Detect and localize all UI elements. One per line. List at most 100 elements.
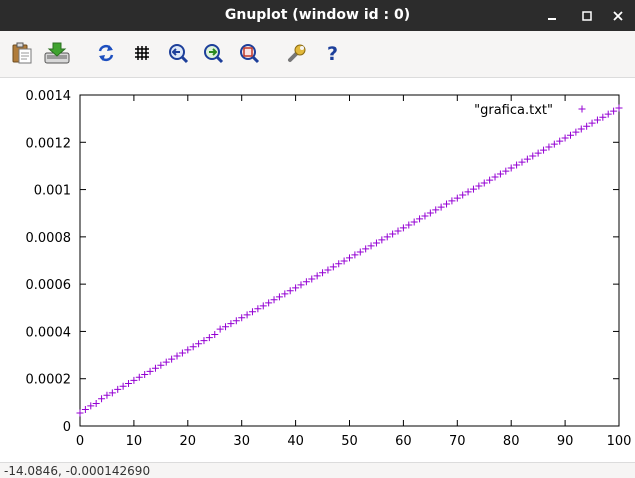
y-tick-label: 0.0002 — [26, 373, 72, 388]
title-bar: Gnuplot (window id : 0) — [0, 0, 635, 31]
y-tick-label: 0.0014 — [26, 89, 72, 104]
grid-button[interactable] — [129, 40, 155, 66]
data-point — [135, 373, 143, 381]
legend-marker — [578, 105, 586, 113]
x-tick-label: 20 — [180, 434, 197, 449]
settings-button[interactable] — [284, 40, 310, 66]
data-point — [604, 110, 612, 118]
replot-button[interactable] — [93, 40, 119, 66]
data-point — [146, 367, 154, 375]
data-point — [281, 290, 289, 298]
data-point — [550, 140, 558, 148]
x-tick-label: 70 — [449, 434, 466, 449]
data-point — [399, 224, 407, 232]
data-point — [583, 122, 591, 130]
data-point — [518, 158, 526, 166]
data-point — [480, 179, 488, 187]
close-button[interactable] — [606, 0, 630, 31]
data-point — [362, 245, 370, 253]
data-point — [610, 107, 618, 115]
data-point — [340, 257, 348, 265]
data-point — [270, 296, 278, 304]
y-tick-label: 0.001 — [34, 184, 71, 199]
close-icon — [613, 10, 623, 21]
data-point — [443, 200, 451, 208]
data-point — [81, 405, 89, 413]
y-tick-label: 0.0012 — [26, 136, 72, 151]
maximize-button[interactable] — [575, 0, 599, 31]
data-point — [448, 197, 456, 205]
data-point — [577, 125, 585, 133]
x-tick-label: 10 — [126, 434, 143, 449]
data-point — [98, 395, 106, 403]
data-point — [232, 317, 240, 325]
zoom-autoscale-icon — [240, 44, 260, 64]
data-point — [426, 209, 434, 217]
data-point — [265, 299, 273, 307]
clipboard-icon — [12, 42, 32, 64]
minimize-button[interactable] — [540, 0, 564, 31]
svg-text:?: ? — [327, 43, 338, 64]
data-point — [76, 409, 84, 417]
copy-to-clipboard-button[interactable] — [9, 40, 35, 66]
data-point — [496, 170, 504, 178]
data-point — [308, 275, 316, 283]
data-point — [599, 113, 607, 121]
data-point — [513, 161, 521, 169]
x-tick-label: 80 — [503, 434, 520, 449]
data-point — [351, 251, 359, 259]
data-point — [108, 389, 116, 397]
data-point — [507, 164, 515, 172]
y-tick-label: 0.0006 — [26, 278, 72, 293]
scatter-chart: 0 0.0002 0.0004 0.0006 0.0008 0.001 0.0012 0.00… — [26, 89, 632, 449]
toolbar: ? — [0, 31, 635, 78]
data-point — [405, 221, 413, 229]
wrench-icon — [288, 44, 306, 62]
mouse-coordinates: -14.0846, -0.000142690 — [4, 464, 151, 478]
previous-zoom-button[interactable] — [165, 40, 191, 66]
data-point — [297, 281, 305, 289]
data-point — [238, 314, 246, 322]
data-point — [151, 364, 159, 372]
data-point — [367, 242, 375, 250]
data-point — [523, 155, 531, 163]
data-point — [195, 340, 203, 348]
data-point — [453, 194, 461, 202]
data-point — [329, 263, 337, 271]
data-point — [119, 382, 127, 390]
zoom-previous-icon — [169, 44, 189, 64]
data-point — [588, 119, 596, 127]
x-tick-label: 60 — [395, 434, 412, 449]
legend-marker-plus — [578, 105, 586, 113]
plot-canvas[interactable]: 0 0.0002 0.0004 0.0006 0.0008 0.001 0.0012 0.00… — [0, 78, 635, 462]
maximize-icon — [582, 10, 592, 21]
data-point — [313, 272, 321, 280]
data-point — [184, 346, 192, 354]
x-tick-label: 90 — [557, 434, 574, 449]
data-point — [394, 227, 402, 235]
minimize-icon — [548, 17, 556, 20]
export-button[interactable] — [44, 40, 70, 66]
data-point — [566, 131, 574, 139]
data-point — [421, 212, 429, 220]
next-zoom-button[interactable] — [200, 40, 226, 66]
grid-icon — [135, 46, 149, 60]
data-point — [222, 323, 230, 331]
data-point — [141, 370, 149, 378]
data-point — [572, 128, 580, 136]
y-tick-label: 0.0008 — [26, 231, 72, 246]
data-point — [200, 337, 208, 345]
data-point — [324, 266, 332, 274]
data-point — [464, 188, 472, 196]
export-drive-icon — [44, 42, 70, 64]
data-point — [389, 230, 397, 238]
data-point — [469, 185, 477, 193]
data-point — [561, 134, 569, 142]
data-point — [302, 278, 310, 286]
help-button[interactable]: ? — [320, 40, 346, 66]
help-icon: ? — [327, 43, 338, 64]
x-tick-label: 50 — [341, 434, 358, 449]
data-point — [162, 358, 170, 366]
autoscale-button[interactable] — [236, 40, 262, 66]
data-point — [545, 143, 553, 151]
